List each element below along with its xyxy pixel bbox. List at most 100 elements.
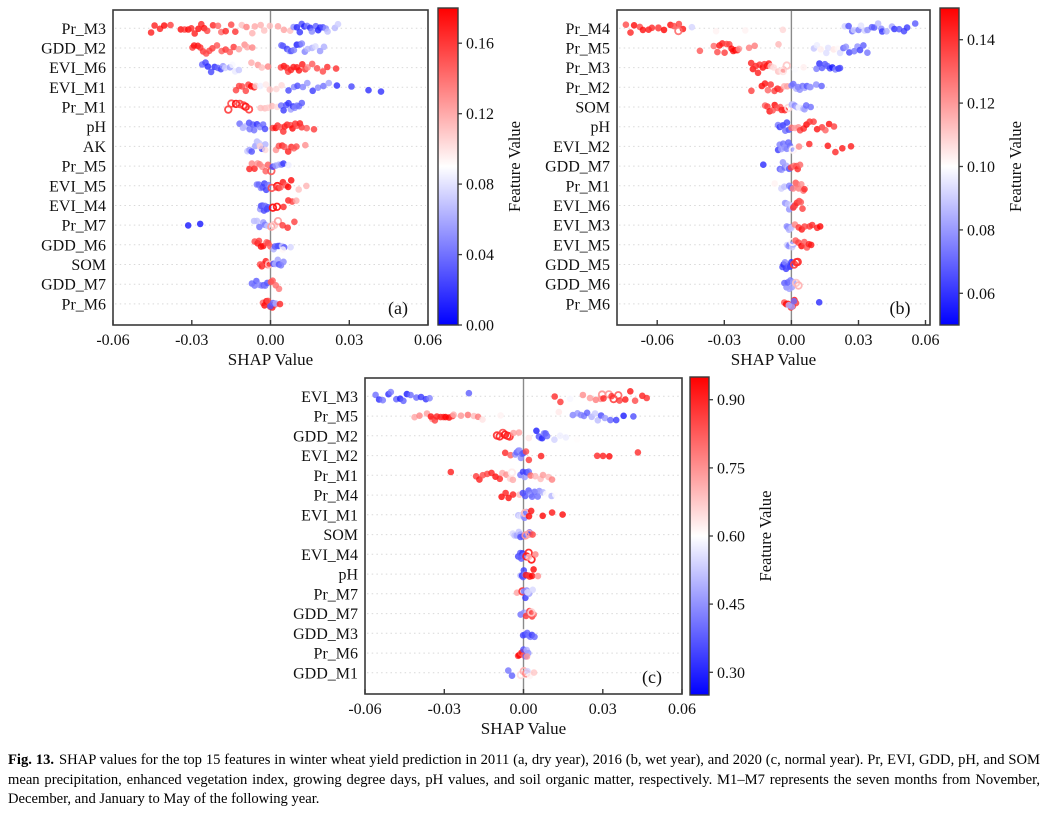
data-point (298, 40, 306, 47)
data-point (507, 468, 517, 477)
data-point (534, 572, 542, 580)
data-point (735, 45, 743, 53)
data-point (836, 64, 844, 72)
y-tick-label: Pr_M6 (566, 296, 610, 313)
data-point (817, 46, 824, 53)
data-point (227, 99, 236, 108)
data-point (293, 143, 300, 150)
data-point (264, 181, 272, 189)
data-point (675, 20, 683, 28)
y-tick-label: Pr_M4 (314, 488, 358, 505)
data-point (883, 28, 890, 35)
data-point (222, 27, 229, 35)
data-point (525, 553, 533, 561)
data-point (601, 414, 609, 422)
data-point (244, 105, 254, 114)
figure-caption-text: SHAP values for the top 15 features in w… (8, 752, 1040, 808)
data-point (334, 20, 342, 28)
data-point (251, 23, 259, 30)
data-point (325, 79, 333, 87)
data-point (303, 182, 310, 190)
data-point (262, 141, 269, 148)
data-point (857, 22, 865, 30)
data-point (524, 589, 531, 596)
shap-beeswarm-figure: Pr_M3GDD_M2EVI_M6EVI_M1Pr_M1pHAKPr_M5EVI… (41, 7, 1025, 738)
x-tick-label: 0.06 (668, 701, 696, 718)
y-tick-label: Pr_M3 (62, 21, 106, 38)
colorbar-tick-label: 0.12 (967, 96, 995, 113)
data-point (622, 396, 629, 403)
colorbar-tick-label: 0.10 (967, 159, 995, 176)
x-tick-label: -0.06 (641, 332, 674, 349)
data-point (279, 222, 286, 229)
y-tick-label: GDD_M2 (293, 428, 358, 445)
data-point (296, 28, 304, 36)
data-point (285, 87, 292, 94)
y-tick-label: Pr_M7 (314, 586, 358, 603)
data-point (761, 80, 769, 87)
data-point (160, 22, 168, 29)
y-tick-label: GDD_M7 (293, 606, 358, 623)
data-point (911, 20, 919, 27)
data-point (534, 493, 541, 500)
data-point (608, 392, 615, 400)
x-tick-label: -0.03 (708, 332, 741, 349)
panel-label: (c) (642, 667, 662, 688)
data-point (525, 513, 533, 520)
data-point (304, 79, 311, 87)
data-point (557, 398, 564, 406)
data-point (184, 222, 192, 229)
data-point (771, 180, 778, 187)
y-tick-label: Pr_M6 (62, 296, 106, 313)
data-point (479, 416, 486, 423)
data-point (807, 83, 814, 91)
data-point (903, 24, 911, 31)
data-point (214, 22, 222, 30)
colorbar-tick-label: 0.08 (967, 222, 995, 239)
data-point (465, 389, 473, 397)
data-point (400, 397, 407, 405)
data-point (790, 297, 798, 305)
data-point (497, 412, 504, 419)
y-tick-label: Pr_M2 (566, 80, 610, 97)
data-point (196, 220, 204, 228)
data-point (530, 566, 537, 573)
data-point (332, 65, 340, 72)
data-point (539, 471, 547, 479)
data-point (525, 456, 533, 464)
data-point (312, 43, 319, 50)
data-point (147, 29, 155, 36)
data-point (294, 82, 301, 90)
data-point (235, 66, 243, 74)
data-point (533, 427, 540, 435)
data-point (891, 25, 898, 33)
colorbar-tick-label: 0.14 (967, 32, 995, 49)
data-point (248, 148, 255, 155)
y-tick-label: EVI_M5 (553, 237, 610, 254)
colorbar-tick-label: 0.00 (466, 318, 494, 335)
colorbar-tick-label: 0.16 (466, 36, 494, 53)
data-point (290, 46, 298, 54)
y-tick-label: GDD_M5 (545, 257, 610, 274)
data-point (807, 103, 814, 111)
data-point (235, 45, 243, 53)
x-tick-label: -0.03 (175, 332, 208, 349)
data-point (795, 143, 803, 150)
data-point (299, 61, 306, 68)
y-tick-label: AK (83, 139, 107, 156)
data-point (284, 148, 292, 155)
data-point (556, 432, 564, 440)
y-tick-label: EVI_M2 (301, 448, 358, 465)
data-point (230, 43, 237, 51)
data-point (591, 410, 599, 417)
data-point (256, 142, 264, 150)
data-point (630, 22, 638, 29)
data-point (274, 23, 282, 30)
data-point (319, 68, 327, 75)
colorbar-tick-label: 0.04 (466, 247, 494, 264)
data-point (530, 669, 538, 676)
data-point (372, 391, 379, 399)
x-tick-label: -0.06 (96, 332, 129, 349)
data-point (824, 44, 832, 52)
